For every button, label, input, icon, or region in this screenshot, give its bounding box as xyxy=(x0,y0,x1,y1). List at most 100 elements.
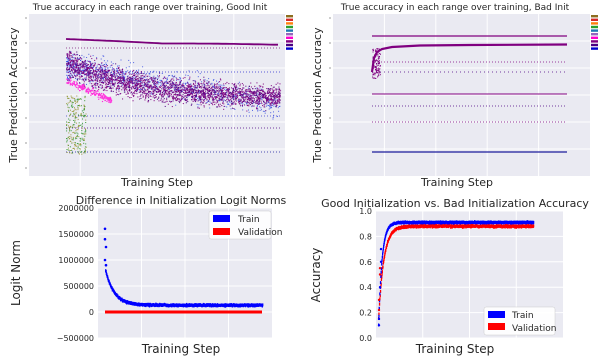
point xyxy=(68,63,70,65)
point xyxy=(211,85,213,87)
point xyxy=(266,105,267,107)
point xyxy=(139,90,141,92)
point xyxy=(163,77,165,79)
point xyxy=(216,106,218,108)
point xyxy=(117,71,119,73)
point xyxy=(228,91,230,93)
point xyxy=(187,81,188,83)
point xyxy=(84,106,86,108)
point xyxy=(103,55,105,57)
point xyxy=(163,76,165,78)
point xyxy=(138,83,140,85)
point xyxy=(207,99,209,101)
point xyxy=(375,50,377,52)
point xyxy=(211,83,213,85)
point xyxy=(121,89,123,91)
point xyxy=(192,98,194,100)
point xyxy=(253,98,255,100)
point xyxy=(91,80,93,82)
point xyxy=(207,94,209,96)
point xyxy=(93,65,95,67)
point xyxy=(71,64,73,66)
point xyxy=(92,85,94,87)
point xyxy=(134,72,136,74)
point xyxy=(145,73,147,75)
validation-point xyxy=(378,312,380,316)
point xyxy=(105,84,107,86)
point xyxy=(252,97,254,99)
point xyxy=(133,88,135,90)
point xyxy=(247,93,249,95)
point xyxy=(259,98,261,100)
point xyxy=(375,55,377,57)
point xyxy=(171,83,173,85)
point xyxy=(372,70,373,72)
point xyxy=(130,87,132,89)
point xyxy=(92,88,94,90)
point xyxy=(278,93,280,95)
point xyxy=(148,95,150,97)
point xyxy=(78,105,80,106)
point xyxy=(277,100,279,102)
point xyxy=(104,81,106,83)
point xyxy=(213,86,215,88)
point xyxy=(172,97,174,99)
point xyxy=(249,89,251,91)
point xyxy=(137,80,139,82)
point xyxy=(249,88,251,90)
point xyxy=(104,97,106,99)
point xyxy=(260,98,262,100)
point xyxy=(99,73,101,75)
point xyxy=(102,68,104,70)
point xyxy=(200,86,202,88)
point xyxy=(96,65,98,67)
point xyxy=(154,85,156,87)
point xyxy=(174,90,176,92)
point xyxy=(124,85,126,87)
point xyxy=(119,74,121,76)
point xyxy=(223,103,225,105)
point xyxy=(258,90,260,92)
point xyxy=(256,98,258,100)
point xyxy=(221,99,223,101)
point xyxy=(100,79,102,81)
point xyxy=(176,87,178,89)
point xyxy=(245,85,247,87)
point xyxy=(164,86,166,88)
point xyxy=(254,93,256,95)
point xyxy=(122,76,124,78)
point xyxy=(195,96,197,98)
point xyxy=(167,82,169,84)
point xyxy=(176,90,178,92)
point xyxy=(107,67,109,69)
point xyxy=(194,98,196,100)
point xyxy=(197,106,199,108)
point xyxy=(102,65,104,67)
point xyxy=(376,65,378,67)
point xyxy=(273,92,275,94)
point xyxy=(143,84,145,86)
point xyxy=(271,92,273,94)
point xyxy=(273,114,275,116)
point xyxy=(111,67,113,69)
point xyxy=(66,58,68,60)
point xyxy=(261,89,263,91)
point xyxy=(76,69,78,71)
point xyxy=(101,76,103,78)
point xyxy=(85,149,86,151)
point xyxy=(265,103,267,105)
point xyxy=(203,92,205,94)
point xyxy=(72,67,74,69)
legend-swatch-val-logit xyxy=(213,228,230,235)
point xyxy=(201,81,203,83)
point xyxy=(110,87,112,89)
point xyxy=(258,89,260,91)
point xyxy=(194,89,196,91)
point xyxy=(132,82,134,84)
point xyxy=(101,65,103,67)
point xyxy=(127,82,129,84)
point xyxy=(75,54,77,56)
point xyxy=(68,62,70,64)
point xyxy=(218,84,220,86)
point xyxy=(97,93,99,95)
